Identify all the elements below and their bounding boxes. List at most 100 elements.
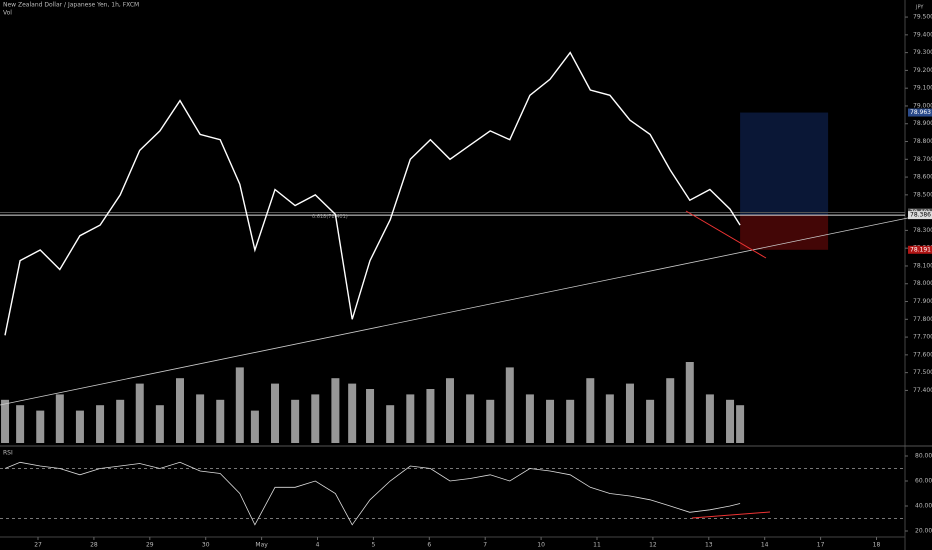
price-marker-box — [908, 245, 932, 254]
x-tick-label: 14 — [761, 542, 769, 549]
fib-label: 0.618(78.401) — [312, 214, 348, 220]
price-marker-box — [908, 108, 932, 117]
y-tick-label: 78.500 — [913, 191, 932, 198]
y-tick-label: 77.400 — [913, 387, 932, 394]
volume-bar — [1, 399, 10, 443]
x-tick-label: 12 — [649, 542, 657, 549]
volume-bar — [586, 378, 595, 443]
volume-bar — [705, 394, 714, 443]
y-tick-label: 78.600 — [913, 174, 932, 181]
volume-bar — [666, 378, 675, 443]
volume-bar — [625, 383, 634, 443]
volume-bar — [331, 378, 340, 443]
volume-bar — [726, 399, 735, 443]
x-tick-label: 10 — [537, 542, 545, 549]
y2-tick-label: 80.00 — [915, 453, 932, 460]
y-tick-label: 79.000 — [913, 102, 932, 109]
rsi-line — [4, 461, 741, 526]
volume-bar — [605, 394, 614, 443]
volume-bar — [505, 367, 514, 443]
volume-bar — [235, 367, 244, 443]
volume-bar — [175, 378, 184, 443]
volume-bar — [445, 378, 454, 443]
volume-bar — [386, 405, 395, 443]
price-marker-label: 78.963 — [910, 109, 931, 116]
volume-bar — [16, 405, 25, 443]
volume-bar — [196, 394, 205, 443]
volume-bar — [406, 394, 415, 443]
volume-bar — [135, 383, 144, 443]
y-tick-label: 79.200 — [913, 67, 932, 74]
x-tick-label: 17 — [817, 542, 825, 549]
y-tick-label: 79.400 — [913, 31, 932, 38]
x-tick-label: 18 — [873, 542, 881, 549]
y-tick-label: 78.900 — [913, 120, 932, 127]
volume-bar — [36, 410, 45, 443]
volume-bar — [486, 399, 495, 443]
price-marker-label: 78.386 — [910, 212, 931, 219]
y-tick-label: 77.900 — [913, 298, 932, 305]
trend-line-red — [685, 210, 767, 259]
y-tick-label: 79.300 — [913, 49, 932, 56]
volume-bar — [96, 405, 105, 443]
volume-bar — [366, 389, 375, 443]
volume-bar — [685, 362, 694, 443]
volume-bar — [646, 399, 655, 443]
volume-bar — [546, 399, 555, 443]
plot-layer: 77.400 77.500 77.600 77.700 77.800 77.900 78.0… — [0, 14, 932, 549]
price-line — [4, 51, 741, 336]
volume-bar — [75, 410, 84, 443]
x-tick-label: 6 — [427, 542, 431, 549]
volume-bar — [466, 394, 475, 443]
x-tick-label: 4 — [316, 542, 320, 549]
x-tick-label: 27 — [34, 542, 42, 549]
volume-bar — [348, 383, 357, 443]
rsi-label: RSI — [3, 450, 13, 457]
target-zone — [740, 112, 829, 216]
y-tick-label: 77.800 — [913, 316, 932, 323]
y2-tick-label: 60.00 — [915, 478, 932, 485]
volume-bar — [155, 405, 164, 443]
volume-bar — [311, 394, 320, 443]
volume-bar — [525, 394, 534, 443]
trend-line — [0, 212, 932, 406]
volume-bar — [291, 399, 300, 443]
y-tick-label: 78.700 — [913, 156, 932, 163]
y-tick-label: 79.500 — [913, 14, 932, 21]
volume-bar — [216, 399, 225, 443]
y2-tick-label: 40.00 — [915, 503, 932, 510]
y-tick-label: 77.600 — [913, 351, 932, 358]
volume-bar — [426, 389, 435, 443]
y-tick-label: 78.000 — [913, 280, 932, 287]
x-tick-label: 11 — [593, 542, 601, 549]
volume-bar — [116, 399, 125, 443]
volume-bar — [736, 405, 745, 443]
chart-title: New Zealand Dollar / Japanese Yen, 1h, F… — [3, 2, 139, 9]
y-tick-label: 77.500 — [913, 369, 932, 376]
currency-label: JPY — [915, 5, 924, 11]
y-tick-label: 79.100 — [913, 85, 932, 92]
volume-bar — [250, 410, 259, 443]
rsi-trend-red — [691, 511, 771, 519]
x-tick-label: 5 — [371, 542, 375, 549]
price-marker-box — [908, 211, 932, 220]
volume-bar — [55, 394, 64, 443]
x-tick-label: 30 — [202, 542, 210, 549]
stop-zone — [740, 215, 829, 250]
y-tick-label: 78.800 — [913, 138, 932, 145]
x-tick-label: 28 — [90, 542, 98, 549]
y2-tick-label: 20.00 — [915, 528, 932, 535]
x-tick-label: 13 — [705, 542, 713, 549]
volume-bar — [566, 399, 575, 443]
volume-bar — [271, 383, 280, 443]
y-tick-label: 77.700 — [913, 334, 932, 341]
x-tick-label: May — [255, 542, 268, 549]
x-tick-label: 7 — [483, 542, 487, 549]
y-tick-label: 78.100 — [913, 262, 932, 269]
x-tick-label: 29 — [146, 542, 154, 549]
volume-label: Vol — [3, 10, 12, 17]
y-tick-label: 78.300 — [913, 227, 932, 234]
price-marker-label: 78.191 — [910, 246, 931, 253]
